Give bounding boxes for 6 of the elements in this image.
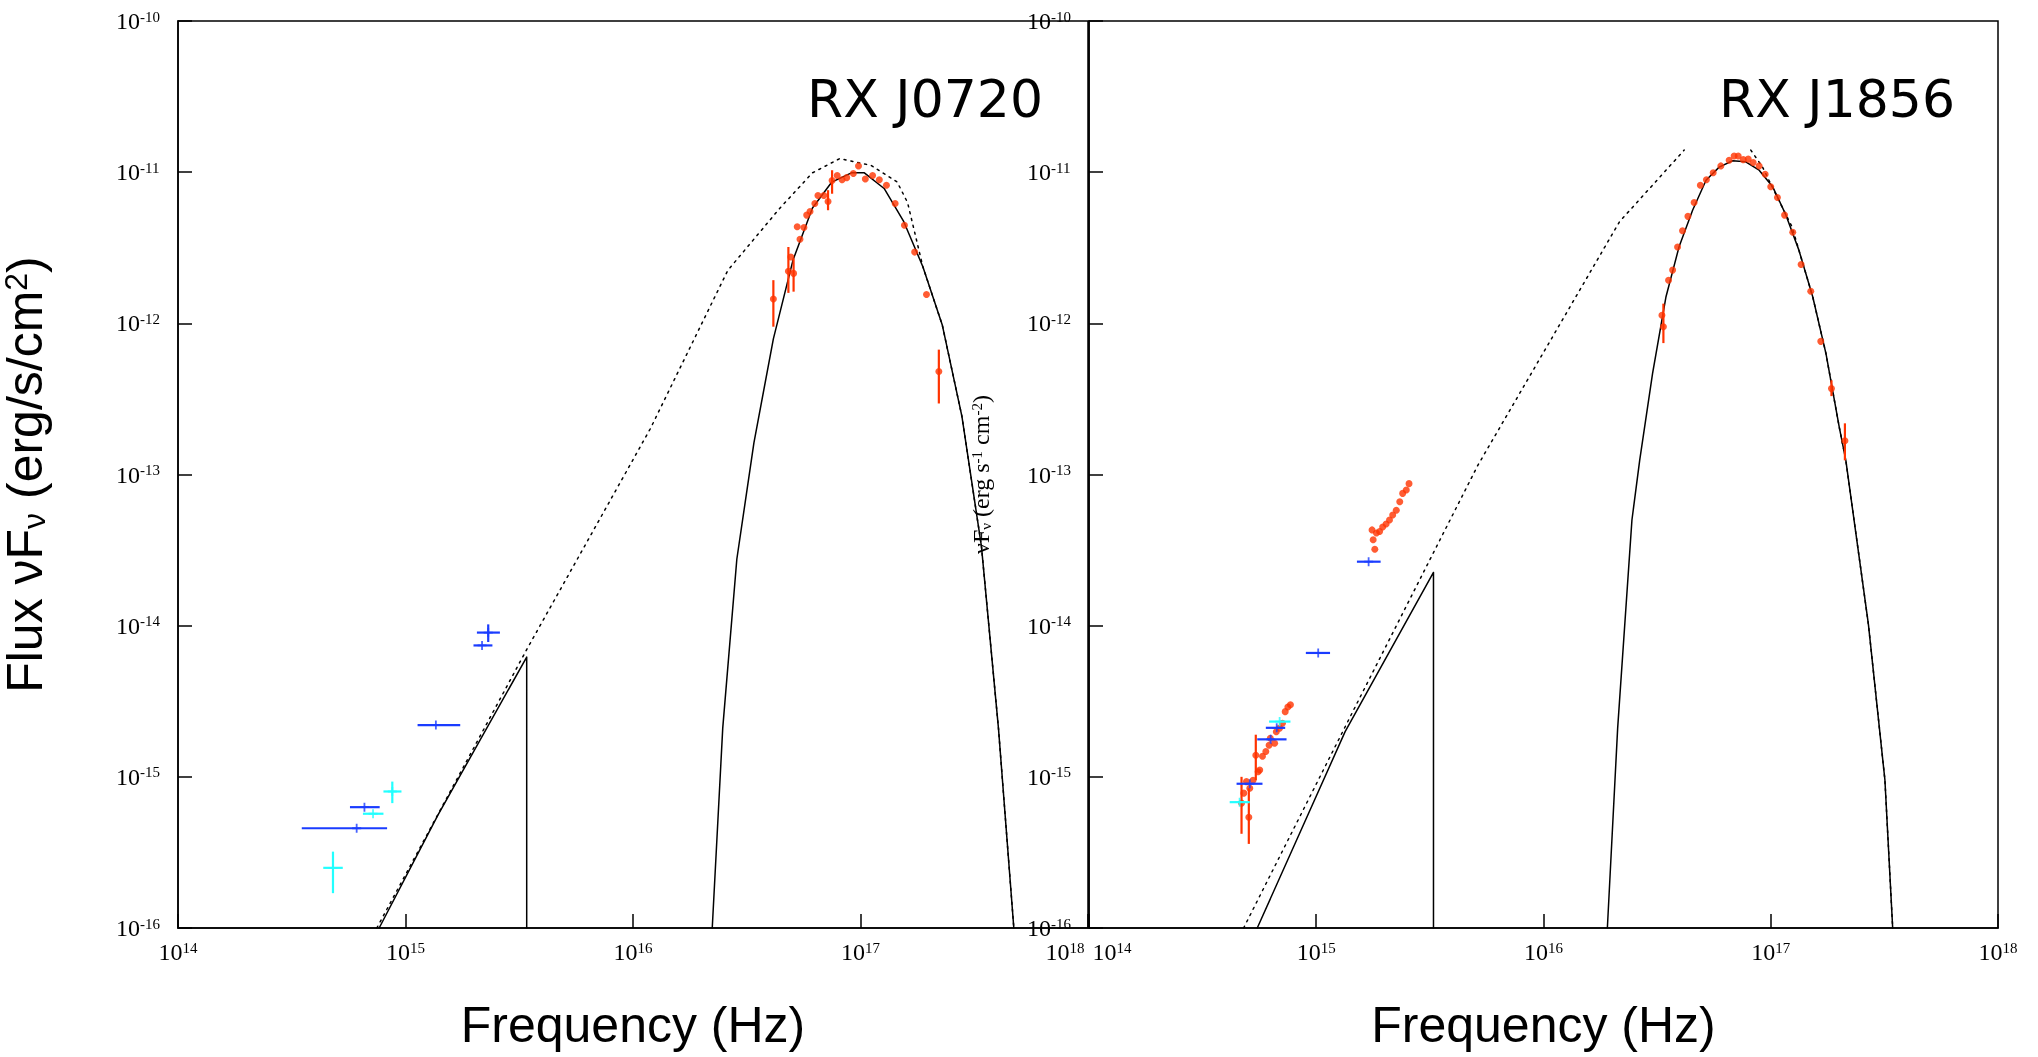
text: RX J1856 [1719,69,1956,129]
x-axis-title: Frequency (Hz) [460,997,806,1053]
text: RX J0720 [807,69,1044,129]
y-axis-title: Flux νFν (erg/s/cm2) [0,256,53,693]
y-axis-title: νFν (erg s-1 cm-2) [968,395,994,554]
x-axis-title: Frequency (Hz) [1371,997,1716,1053]
